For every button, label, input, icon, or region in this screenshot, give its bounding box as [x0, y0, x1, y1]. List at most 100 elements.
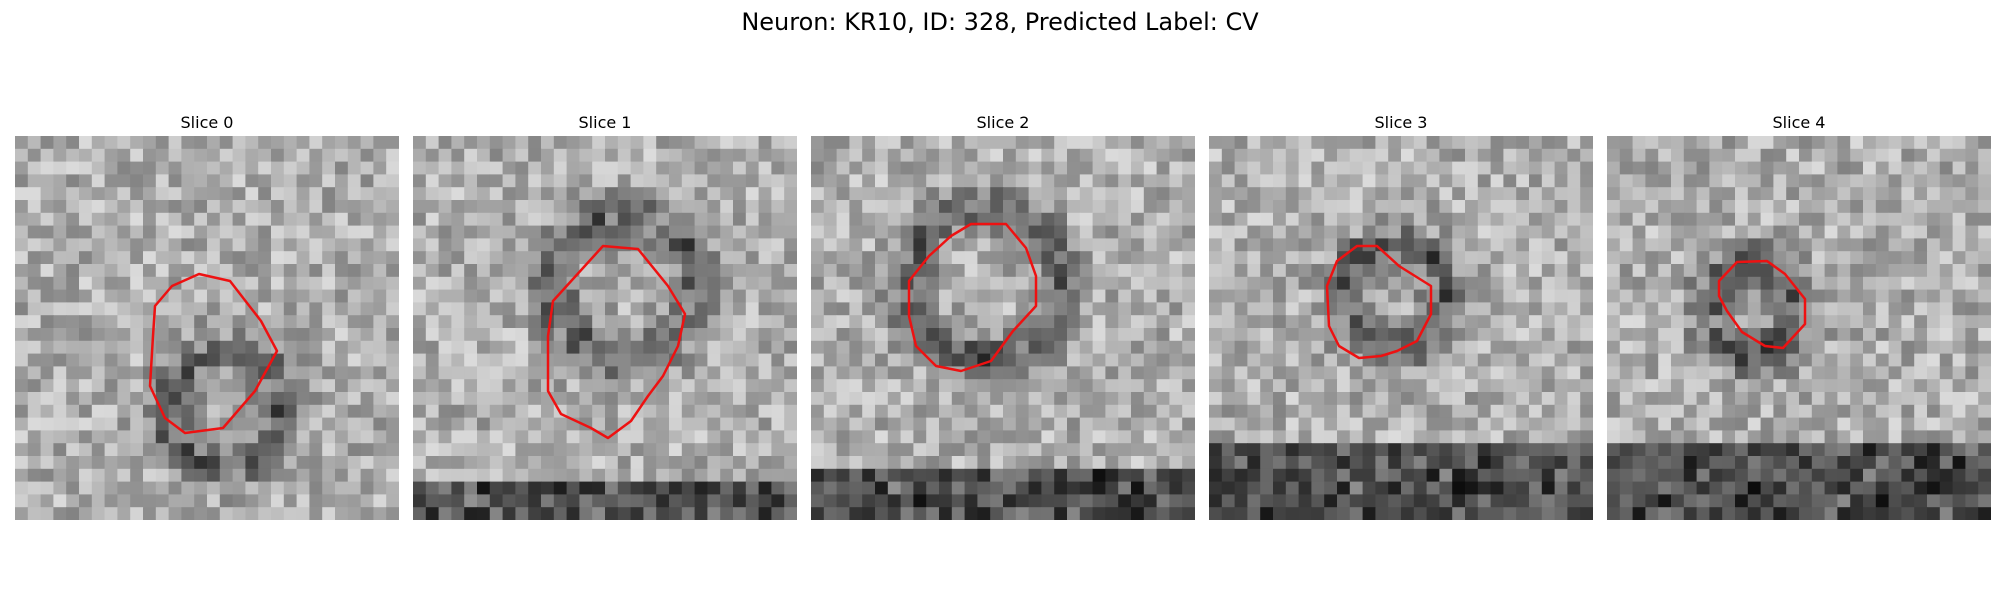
- pixel: [1041, 187, 1055, 201]
- pixel: [1209, 276, 1223, 291]
- pixel: [1541, 264, 1556, 278]
- pixel: [1671, 430, 1685, 444]
- pixel: [1901, 366, 1915, 380]
- pixel: [219, 315, 234, 329]
- pixel: [875, 251, 889, 265]
- pixel: [386, 200, 399, 214]
- pixel: [1465, 494, 1479, 508]
- pixel: [1092, 315, 1106, 329]
- pixel: [1914, 315, 1928, 329]
- pixel: [1003, 340, 1017, 355]
- pixel: [1362, 136, 1376, 150]
- pixel: [1811, 340, 1826, 355]
- pixel: [1105, 456, 1119, 470]
- pixel: [1837, 238, 1851, 252]
- pixel: [707, 289, 721, 303]
- pixel: [309, 443, 323, 457]
- pixel: [823, 404, 838, 419]
- pixel: [630, 148, 644, 163]
- pixel: [1388, 225, 1402, 239]
- pixel: [951, 353, 966, 367]
- pixel: [1105, 507, 1119, 520]
- pixel: [1554, 289, 1568, 303]
- pixel: [811, 238, 825, 252]
- pixel: [900, 353, 914, 367]
- pixel: [1632, 494, 1646, 508]
- pixel: [1927, 328, 1941, 342]
- pixel: [1375, 379, 1389, 393]
- pixel: [1465, 212, 1479, 227]
- pixel: [413, 340, 427, 355]
- pixel: [245, 148, 259, 163]
- pixel: [1516, 315, 1530, 329]
- pixel: [477, 200, 491, 214]
- pixel: [964, 276, 978, 291]
- pixel: [579, 379, 593, 393]
- pixel: [1580, 148, 1593, 163]
- pixel: [1683, 200, 1698, 214]
- pixel: [91, 443, 106, 457]
- pixel: [745, 315, 760, 329]
- pixel: [1285, 302, 1300, 316]
- pixel: [283, 379, 298, 393]
- pixel: [1799, 340, 1813, 355]
- pixel: [438, 328, 452, 342]
- pixel: [1375, 481, 1389, 495]
- pixel: [862, 443, 876, 457]
- pixel: [862, 276, 876, 291]
- pixel: [617, 276, 632, 291]
- pixel: [1143, 136, 1158, 150]
- pixel: [541, 315, 555, 329]
- pixel: [1541, 340, 1556, 355]
- pixel: [1709, 161, 1723, 175]
- pixel: [656, 340, 670, 355]
- pixel: [1054, 494, 1068, 508]
- pixel: [181, 148, 195, 163]
- pixel: [1773, 136, 1787, 150]
- pixel: [1247, 366, 1261, 380]
- pixel: [1273, 417, 1287, 431]
- pixel: [566, 443, 580, 457]
- pixel: [1632, 353, 1646, 367]
- pixel: [900, 200, 914, 214]
- pixel: [733, 289, 747, 303]
- pixel: [1503, 148, 1517, 163]
- pixel: [1516, 148, 1530, 163]
- pixel: [681, 238, 696, 252]
- pixel: [1131, 507, 1145, 520]
- pixel: [643, 456, 657, 470]
- pixel: [347, 302, 362, 316]
- pixel: [1324, 315, 1338, 329]
- pixel: [283, 302, 298, 316]
- pixel: [1324, 507, 1338, 520]
- pixel: [1067, 404, 1081, 419]
- pixel: [1952, 200, 1966, 214]
- pixel: [849, 392, 863, 406]
- pixel: [862, 328, 876, 342]
- pixel: [1209, 404, 1223, 419]
- pixel: [1067, 161, 1081, 175]
- pixel: [977, 430, 991, 444]
- pixel: [1311, 404, 1325, 419]
- pixel: [15, 264, 29, 278]
- pixel: [939, 225, 953, 239]
- pixel: [194, 276, 208, 291]
- pixel: [91, 366, 106, 380]
- pixel: [91, 136, 106, 150]
- pixel: [1003, 238, 1017, 252]
- pixel: [79, 328, 93, 342]
- pixel: [438, 315, 452, 329]
- pixel: [360, 225, 374, 239]
- pixel: [1221, 456, 1236, 470]
- pixel: [66, 417, 80, 431]
- pixel: [1349, 187, 1364, 201]
- pixel: [771, 430, 785, 444]
- pixel: [1477, 328, 1492, 342]
- pixel: [1939, 174, 1954, 188]
- pixel: [720, 289, 734, 303]
- pixel: [836, 212, 850, 227]
- pixel: [887, 468, 902, 483]
- pixel: [322, 212, 336, 227]
- pixel: [579, 507, 593, 520]
- pixel: [875, 507, 889, 520]
